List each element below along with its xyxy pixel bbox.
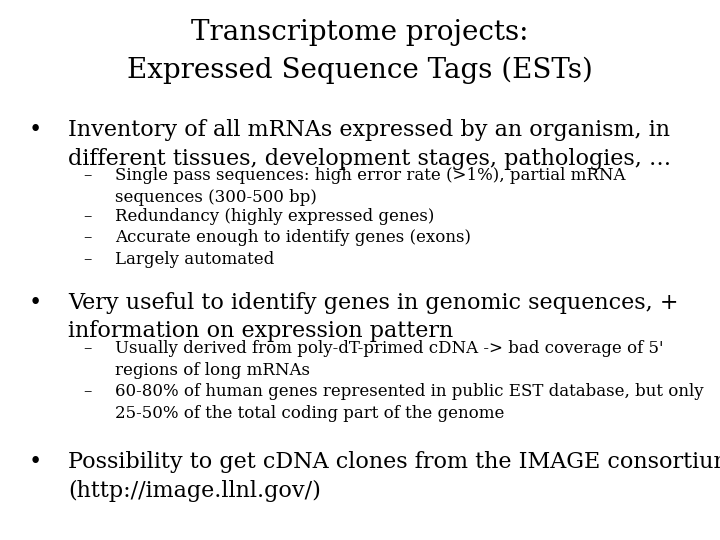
Text: Redundancy (highly expressed genes): Redundancy (highly expressed genes): [115, 208, 435, 225]
Text: Very useful to identify genes in genomic sequences, +
information on expression : Very useful to identify genes in genomic…: [68, 292, 679, 342]
Text: Possibility to get cDNA clones from the IMAGE consortium
(http://image.llnl.gov/: Possibility to get cDNA clones from the …: [68, 451, 720, 502]
Text: –: –: [83, 251, 91, 268]
Text: Expressed Sequence Tags (ESTs): Expressed Sequence Tags (ESTs): [127, 57, 593, 84]
Text: Accurate enough to identify genes (exons): Accurate enough to identify genes (exons…: [115, 230, 471, 246]
Text: –: –: [83, 167, 91, 184]
Text: •: •: [29, 292, 42, 314]
Text: Transcriptome projects:: Transcriptome projects:: [192, 19, 528, 46]
Text: Single pass sequences: high error rate (>1%), partial mRNA
sequences (300-500 bp: Single pass sequences: high error rate (…: [115, 167, 626, 206]
Text: Usually derived from poly-dT-primed cDNA -> bad coverage of 5'
regions of long m: Usually derived from poly-dT-primed cDNA…: [115, 340, 664, 379]
Text: –: –: [83, 208, 91, 225]
Text: –: –: [83, 340, 91, 357]
Text: –: –: [83, 383, 91, 400]
Text: Inventory of all mRNAs expressed by an organism, in
different tissues, developme: Inventory of all mRNAs expressed by an o…: [68, 119, 672, 170]
Text: –: –: [83, 230, 91, 246]
Text: •: •: [29, 119, 42, 141]
Text: Largely automated: Largely automated: [115, 251, 274, 268]
Text: 60-80% of human genes represented in public EST database, but only
25-50% of the: 60-80% of human genes represented in pub…: [115, 383, 704, 422]
Text: •: •: [29, 451, 42, 473]
